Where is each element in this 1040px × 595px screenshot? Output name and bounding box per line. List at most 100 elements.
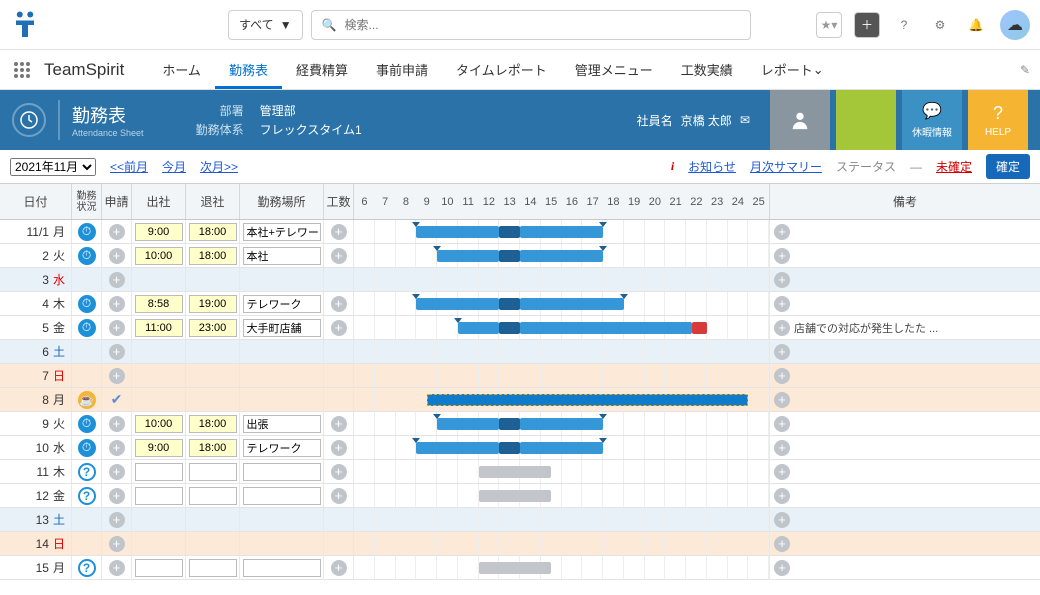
- location-input[interactable]: [243, 247, 321, 265]
- end-time-input[interactable]: [189, 247, 237, 265]
- end-time-input[interactable]: [189, 463, 237, 481]
- kousu-add-icon[interactable]: +: [331, 464, 347, 480]
- start-time-input[interactable]: [135, 319, 183, 337]
- request-add-icon[interactable]: +: [109, 536, 125, 552]
- mail-icon[interactable]: ✉: [740, 113, 750, 127]
- location-input[interactable]: [243, 223, 321, 241]
- request-add-icon[interactable]: +: [109, 296, 125, 312]
- request-add-icon[interactable]: +: [109, 488, 125, 504]
- request-add-icon[interactable]: +: [109, 464, 125, 480]
- start-time-input[interactable]: [135, 295, 183, 313]
- nav-tab-6[interactable]: 工数実績: [667, 50, 747, 89]
- end-time-input[interactable]: [189, 487, 237, 505]
- start-time-input[interactable]: [135, 487, 183, 505]
- status-work-icon[interactable]: ⏱: [78, 319, 96, 337]
- status-work-icon[interactable]: ⏱: [78, 247, 96, 265]
- search-scope-dropdown[interactable]: すべて ▼: [228, 10, 303, 40]
- location-input[interactable]: [243, 559, 321, 577]
- nav-tab-1[interactable]: 勤務表: [215, 50, 282, 89]
- status-value[interactable]: 未確定: [936, 158, 972, 175]
- request-add-icon[interactable]: +: [109, 320, 125, 336]
- note-add-icon[interactable]: +: [774, 488, 790, 504]
- request-check-icon[interactable]: ✔: [111, 391, 123, 408]
- nav-tab-2[interactable]: 経費精算: [282, 50, 362, 89]
- request-add-icon[interactable]: +: [109, 368, 125, 384]
- monthly-summary-link[interactable]: 月次サマリー: [750, 158, 822, 175]
- location-input[interactable]: [243, 439, 321, 457]
- note-add-icon[interactable]: +: [774, 464, 790, 480]
- note-add-icon[interactable]: +: [774, 272, 790, 288]
- status-work-icon[interactable]: ⏱: [78, 295, 96, 313]
- kousu-add-icon[interactable]: +: [331, 560, 347, 576]
- kousu-add-icon[interactable]: +: [331, 296, 347, 312]
- request-add-icon[interactable]: +: [109, 560, 125, 576]
- global-search[interactable]: 🔍: [311, 10, 751, 40]
- end-time-input[interactable]: [189, 319, 237, 337]
- month-select[interactable]: 2021年11月: [10, 158, 96, 176]
- app-launcher-icon[interactable]: [10, 61, 34, 79]
- kousu-add-icon[interactable]: +: [331, 224, 347, 240]
- notice-link[interactable]: お知らせ: [688, 158, 736, 175]
- note-add-icon[interactable]: +: [774, 392, 790, 408]
- location-input[interactable]: [243, 415, 321, 433]
- status-off-icon[interactable]: ☕: [78, 391, 96, 409]
- request-add-icon[interactable]: +: [109, 344, 125, 360]
- location-input[interactable]: [243, 487, 321, 505]
- note-add-icon[interactable]: +: [774, 320, 790, 336]
- start-time-input[interactable]: [135, 223, 183, 241]
- nav-tab-4[interactable]: タイムレポート: [442, 50, 561, 89]
- note-add-icon[interactable]: +: [774, 296, 790, 312]
- note-add-icon[interactable]: +: [774, 440, 790, 456]
- confirm-button[interactable]: 確定: [986, 154, 1030, 179]
- request-add-icon[interactable]: +: [109, 440, 125, 456]
- add-icon[interactable]: ＋: [854, 12, 880, 38]
- next-month-link[interactable]: 次月>>: [200, 158, 238, 175]
- note-add-icon[interactable]: +: [774, 416, 790, 432]
- gear-icon[interactable]: ⚙: [928, 13, 952, 37]
- kousu-add-icon[interactable]: +: [331, 248, 347, 264]
- kousu-add-icon[interactable]: +: [331, 320, 347, 336]
- end-time-input[interactable]: [189, 295, 237, 313]
- note-add-icon[interactable]: +: [774, 368, 790, 384]
- bell-icon[interactable]: 🔔: [964, 13, 988, 37]
- green-button[interactable]: [836, 90, 896, 150]
- note-add-icon[interactable]: +: [774, 560, 790, 576]
- start-time-input[interactable]: [135, 247, 183, 265]
- kousu-add-icon[interactable]: +: [331, 488, 347, 504]
- status-unknown-icon[interactable]: ?: [78, 463, 96, 481]
- status-unknown-icon[interactable]: ?: [78, 559, 96, 577]
- help-button[interactable]: ? HELP: [968, 90, 1028, 150]
- note-add-icon[interactable]: +: [774, 512, 790, 528]
- status-work-icon[interactable]: ⏱: [78, 223, 96, 241]
- nav-tab-7[interactable]: レポート ⌄: [747, 50, 838, 89]
- start-time-input[interactable]: [135, 415, 183, 433]
- request-add-icon[interactable]: +: [109, 272, 125, 288]
- prev-month-link[interactable]: <<前月: [110, 158, 148, 175]
- nav-tab-3[interactable]: 事前申請: [362, 50, 442, 89]
- search-input[interactable]: [345, 18, 740, 32]
- location-input[interactable]: [243, 319, 321, 337]
- nav-tab-5[interactable]: 管理メニュー: [561, 50, 667, 89]
- start-time-input[interactable]: [135, 559, 183, 577]
- request-add-icon[interactable]: +: [109, 512, 125, 528]
- end-time-input[interactable]: [189, 559, 237, 577]
- user-button[interactable]: [770, 90, 830, 150]
- location-input[interactable]: [243, 463, 321, 481]
- end-time-input[interactable]: [189, 439, 237, 457]
- help-icon[interactable]: ?: [892, 13, 916, 37]
- edit-icon[interactable]: ✎: [1020, 63, 1030, 77]
- status-unknown-icon[interactable]: ?: [78, 487, 96, 505]
- end-time-input[interactable]: [189, 223, 237, 241]
- favorite-icon[interactable]: ★▾: [816, 12, 842, 38]
- status-work-icon[interactable]: ⏱: [78, 439, 96, 457]
- vacation-info-button[interactable]: 💬 休暇情報: [902, 90, 962, 150]
- location-input[interactable]: [243, 295, 321, 313]
- start-time-input[interactable]: [135, 463, 183, 481]
- request-add-icon[interactable]: +: [109, 248, 125, 264]
- request-add-icon[interactable]: +: [109, 224, 125, 240]
- note-add-icon[interactable]: +: [774, 248, 790, 264]
- note-add-icon[interactable]: +: [774, 344, 790, 360]
- kousu-add-icon[interactable]: +: [331, 440, 347, 456]
- status-work-icon[interactable]: ⏱: [78, 415, 96, 433]
- avatar[interactable]: ☁: [1000, 10, 1030, 40]
